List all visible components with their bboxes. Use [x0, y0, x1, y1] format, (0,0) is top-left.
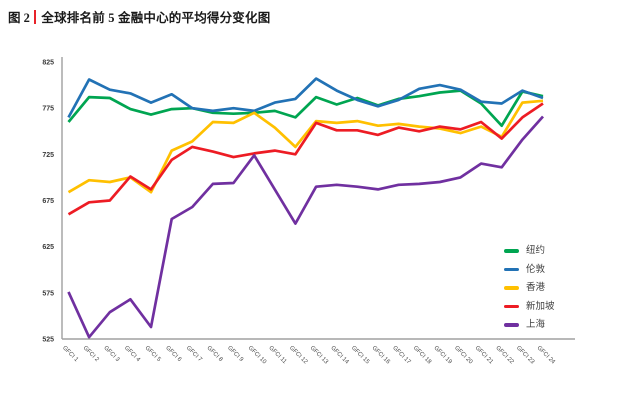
legend-label-singapore: 新加坡 — [526, 300, 555, 312]
x-axis-label: GFCI 13 — [309, 345, 330, 366]
x-axis-label: GFCI 16 — [371, 345, 392, 366]
legend-label-hong-kong: 香港 — [526, 282, 546, 293]
series-line-shanghai — [67, 115, 545, 339]
y-axis-label: 825 — [42, 60, 54, 67]
x-axis-label: GFCI 5 — [144, 345, 162, 363]
x-axis-label: GFCI 10 — [247, 345, 268, 366]
legend-swatch-shanghai — [504, 323, 519, 327]
y-axis-label: 675 — [42, 198, 54, 205]
x-axis-label: GFCI 24 — [536, 345, 557, 366]
y-axis-label: 575 — [42, 290, 54, 297]
legend-item-hong-kong: 香港 — [504, 282, 555, 294]
x-axis-label: GFCI 6 — [164, 345, 182, 363]
figure-label: 图 2 — [8, 11, 30, 25]
legend-label-new-york: 纽约 — [526, 245, 546, 256]
x-axis-label: GFCI 3 — [102, 345, 120, 363]
y-axis-label: 625 — [42, 244, 54, 251]
x-axis-label: GFCI 20 — [453, 345, 474, 366]
figure-title: 图 2 全球排名前 5 金融中心的平均得分变化图 — [8, 7, 270, 26]
y-axis-label: 525 — [42, 337, 54, 344]
x-axis-label: GFCI 1 — [61, 345, 79, 363]
series-line-hong-kong — [67, 99, 544, 194]
chart-legend: 纽约伦敦香港新加坡上海 — [504, 245, 555, 331]
legend-swatch-new-york — [504, 249, 519, 253]
legend-swatch-singapore — [504, 304, 519, 309]
x-axis-label: GFCI 2 — [82, 345, 100, 363]
y-axis-label: 775 — [42, 106, 54, 113]
figure-title-separator — [33, 9, 37, 24]
x-axis-label: GFCI 18 — [412, 345, 433, 366]
x-axis-label: GFCI 22 — [494, 345, 515, 366]
legend-item-singapore: 新加坡 — [504, 301, 555, 313]
legend-label-shanghai: 上海 — [526, 319, 546, 330]
x-axis-label: GFCI 23 — [515, 345, 536, 366]
x-axis-label: GFCI 19 — [432, 345, 453, 366]
x-axis-label: GFCI 15 — [350, 345, 371, 366]
legend-item-london: 伦敦 — [504, 264, 555, 276]
x-axis-label: GFCI 12 — [288, 345, 309, 366]
x-axis-label: GFCI 11 — [267, 345, 287, 365]
legend-item-new-york: 纽约 — [504, 245, 555, 257]
legend-label-london: 伦敦 — [526, 263, 546, 275]
x-axis-label: GFCI 4 — [123, 345, 141, 363]
x-axis-label: GFCI 17 — [391, 345, 412, 366]
legend-item-shanghai: 上海 — [504, 319, 555, 331]
x-axis-label: GFCI 14 — [329, 345, 350, 366]
series-line-singapore — [67, 102, 544, 216]
y-axis-label: 725 — [42, 152, 54, 159]
figure-title-text: 全球排名前 5 金融中心的平均得分变化图 — [41, 11, 271, 25]
legend-swatch-london — [504, 267, 519, 272]
x-axis-label: GFCI 8 — [205, 345, 223, 363]
x-axis-label: GFCI 21 — [474, 345, 495, 366]
series-line-london — [67, 77, 544, 119]
legend-swatch-hong-kong — [504, 286, 519, 290]
x-axis-label: GFCI 9 — [226, 345, 244, 363]
x-axis-label: GFCI 7 — [185, 345, 203, 363]
